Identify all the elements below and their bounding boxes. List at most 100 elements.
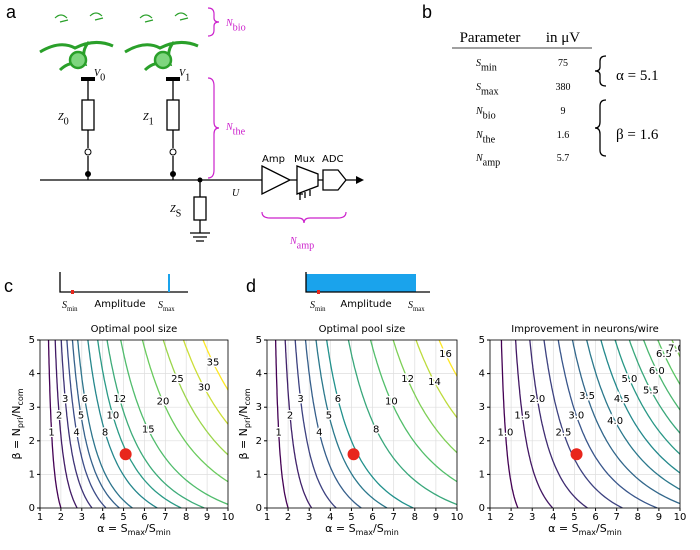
contour-line [315,340,388,508]
math-label: V1 [179,68,190,84]
label-part: min [607,528,622,537]
x-tick-label: 7 [162,512,168,523]
contour-label: 5 [78,411,84,422]
x-tick-label: 8 [183,512,189,523]
chart-title: Optimal pool size [91,324,178,335]
label-part: max [356,528,374,537]
table-value: 5.7 [557,153,570,164]
x-tick-label: 10 [451,512,464,523]
chart-title: Optimal pool size [319,324,406,335]
label-part: max [579,528,597,537]
y-tick-label: 3 [256,402,262,413]
y-tick-label: 0 [29,503,35,514]
contour-line [671,340,680,358]
y-tick-label: 1 [256,469,262,480]
contour-label: 30 [198,383,211,394]
subscript: amp [483,158,501,169]
math-label: V0 [94,68,105,84]
label-part: pri [16,417,25,428]
amplitude-strip-d: Amplitude [305,272,430,310]
math-label: Nbio [225,18,246,34]
label-part: β = N [237,428,250,459]
amplitude-strip-c: Amplitude [59,272,188,310]
symbol: S [476,82,481,93]
x-tick-label: 5 [571,512,577,523]
y-tick-label: 0 [479,503,485,514]
symbol: Z [170,204,176,215]
contour-label: 4 [73,427,79,438]
contour-label: 5 [326,411,332,422]
x-tick-label: 6 [141,512,147,523]
y-tick-label: 2 [256,436,262,447]
subscript: max [163,306,175,313]
contour-line [77,340,133,508]
contour-label: 16 [439,349,452,360]
table-value: 9 [561,106,566,117]
amplitude-label: Amplitude [94,299,145,310]
contour-label: 12 [401,374,414,385]
contour-line [415,340,457,419]
subscript: amp [297,241,315,252]
symbol: Z [143,112,149,123]
x-tick-label: 2 [285,512,291,523]
y-tick-label: 4 [256,369,262,380]
subscript: the [233,127,246,138]
stage-label: Amp [262,154,285,165]
label-part: α = S [548,522,578,535]
y-tick-label: 5 [29,335,35,346]
subscript: 0 [64,117,69,128]
contour-label: 10 [107,411,120,422]
chart-title: Improvement in neurons/wire [511,324,659,335]
x-tick-label: 5 [120,512,126,523]
y-axis-label: β = Npri/Ncom [237,388,252,459]
label-part: max [128,528,146,537]
symbol: N [289,236,298,247]
label-part: α = S [97,522,127,535]
label-part: /S [596,522,607,535]
label-part: /N [237,406,250,418]
subscript: min [67,306,78,313]
math-label: Smin [476,58,497,74]
symbol: N [475,106,484,117]
alpha-value: α = 5.1 [616,68,659,84]
operating-point [570,448,583,461]
contour-label: 6.5 [656,349,672,360]
beta-value: β = 1.6 [616,127,659,143]
contour-label: 1.5 [514,411,530,422]
contour-label: 1.0 [498,427,514,438]
contour-line [586,340,680,491]
math-label: Smax [476,82,499,98]
subscript: min [481,63,497,74]
subscript: 1 [149,117,154,128]
contour-line [657,340,680,386]
x-tick-label: 8 [412,512,418,523]
panel-letter: c [4,276,13,296]
math-label: Smax [158,300,175,313]
x-tick-label: 8 [635,512,641,523]
contour-label: 14 [428,377,441,388]
y-tick-label: 3 [479,402,485,413]
subscript: the [483,135,496,146]
subscript: bio [233,23,246,34]
x-tick-label: 3 [306,512,312,523]
panel-letter: a [6,2,17,22]
contour-line [628,340,680,435]
contour-line [326,340,414,508]
contour-label: 1 [48,427,54,438]
label-part: min [384,528,399,537]
contour-line [71,340,120,508]
label-part: /S [373,522,384,535]
panel-letter: d [246,276,256,296]
x-tick-label: 10 [222,512,235,523]
contour-line [106,340,205,508]
contour-line [120,340,228,506]
math-label: Nthe [475,130,496,146]
x-tick-label: 9 [433,512,439,523]
contour-label: 1 [276,427,282,438]
x-tick-label: 7 [390,512,396,523]
subscript: bio [483,111,496,122]
